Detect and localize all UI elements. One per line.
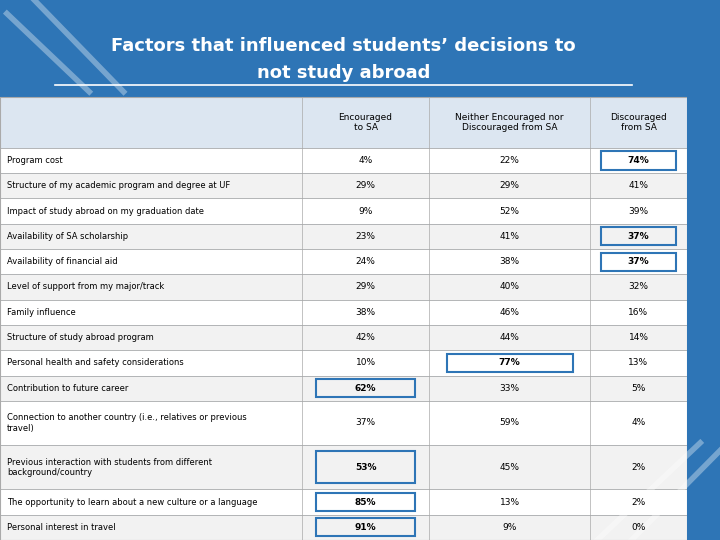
Text: 39%: 39%	[629, 207, 649, 215]
Text: Family influence: Family influence	[7, 308, 76, 317]
Bar	[0, 300, 687, 325]
Text: Previous interaction with students from different
background/country: Previous interaction with students from …	[7, 457, 212, 477]
Text: 32%: 32%	[629, 282, 649, 292]
Text: The opportunity to learn about a new culture or a language: The opportunity to learn about a new cul…	[7, 497, 257, 507]
Text: 29%: 29%	[356, 181, 376, 190]
Text: Discouraged
from SA: Discouraged from SA	[610, 113, 667, 132]
Bar	[0, 198, 687, 224]
Text: Structure of study abroad program: Structure of study abroad program	[7, 333, 153, 342]
Text: 37%: 37%	[628, 232, 649, 241]
Text: 41%: 41%	[629, 181, 649, 190]
Text: Availability of SA scholarship: Availability of SA scholarship	[7, 232, 128, 241]
Bar	[0, 401, 687, 445]
Bar	[0, 173, 687, 198]
Text: 59%: 59%	[500, 418, 520, 428]
Text: 53%: 53%	[355, 463, 377, 472]
Text: 77%: 77%	[499, 359, 521, 367]
Bar	[0, 148, 687, 173]
Bar	[0, 224, 687, 249]
Text: Level of support from my major/track: Level of support from my major/track	[7, 282, 164, 292]
Text: 37%: 37%	[356, 418, 376, 428]
Text: 4%: 4%	[631, 418, 646, 428]
Text: 23%: 23%	[356, 232, 376, 241]
Text: 22%: 22%	[500, 156, 520, 165]
Text: 74%: 74%	[628, 156, 649, 165]
Text: 4%: 4%	[359, 156, 373, 165]
Text: 0%: 0%	[631, 523, 646, 532]
Text: Program cost: Program cost	[7, 156, 63, 165]
Text: not study abroad: not study abroad	[256, 64, 430, 82]
Bar	[0, 274, 687, 300]
Text: Structure of my academic program and degree at UF: Structure of my academic program and deg…	[7, 181, 230, 190]
Text: Personal interest in travel: Personal interest in travel	[7, 523, 115, 532]
Text: 38%: 38%	[356, 308, 376, 317]
Text: 33%: 33%	[500, 384, 520, 393]
Bar	[0, 97, 687, 148]
Text: 29%: 29%	[500, 181, 520, 190]
Text: 40%: 40%	[500, 282, 520, 292]
Text: 9%: 9%	[503, 523, 517, 532]
Text: 42%: 42%	[356, 333, 376, 342]
Text: 91%: 91%	[355, 523, 377, 532]
Text: 14%: 14%	[629, 333, 649, 342]
Text: 41%: 41%	[500, 232, 520, 241]
Text: 2%: 2%	[631, 463, 646, 472]
Text: 16%: 16%	[629, 308, 649, 317]
Bar	[0, 350, 687, 375]
Text: 45%: 45%	[500, 463, 520, 472]
Bar	[0, 325, 687, 350]
Bar	[0, 515, 687, 540]
Text: 44%: 44%	[500, 333, 520, 342]
Text: Impact of study abroad on my graduation date: Impact of study abroad on my graduation …	[7, 207, 204, 215]
Text: Personal health and safety considerations: Personal health and safety consideration…	[7, 359, 184, 367]
Text: Contribution to future career: Contribution to future career	[7, 384, 128, 393]
Text: Availability of financial aid: Availability of financial aid	[7, 257, 117, 266]
Text: 13%: 13%	[500, 497, 520, 507]
Text: 24%: 24%	[356, 257, 376, 266]
Text: 52%: 52%	[500, 207, 520, 215]
Bar	[0, 489, 687, 515]
Text: 2%: 2%	[631, 497, 646, 507]
Bar	[0, 97, 687, 540]
Bar	[0, 375, 687, 401]
Text: 62%: 62%	[355, 384, 377, 393]
Bar	[0, 249, 687, 274]
Text: Factors that influenced students’ decisions to: Factors that influenced students’ decisi…	[111, 37, 575, 55]
Text: 13%: 13%	[629, 359, 649, 367]
Text: 5%: 5%	[631, 384, 646, 393]
Text: 9%: 9%	[359, 207, 373, 215]
Text: 29%: 29%	[356, 282, 376, 292]
Text: 46%: 46%	[500, 308, 520, 317]
Text: 10%: 10%	[356, 359, 376, 367]
Bar	[0, 445, 687, 489]
Text: 37%: 37%	[628, 257, 649, 266]
Text: Neither Encouraged nor
Discouraged from SA: Neither Encouraged nor Discouraged from …	[456, 113, 564, 132]
Text: 85%: 85%	[355, 497, 377, 507]
Text: Encouraged
to SA: Encouraged to SA	[338, 113, 392, 132]
Text: 38%: 38%	[500, 257, 520, 266]
Text: Connection to another country (i.e., relatives or previous
travel): Connection to another country (i.e., rel…	[7, 413, 247, 433]
